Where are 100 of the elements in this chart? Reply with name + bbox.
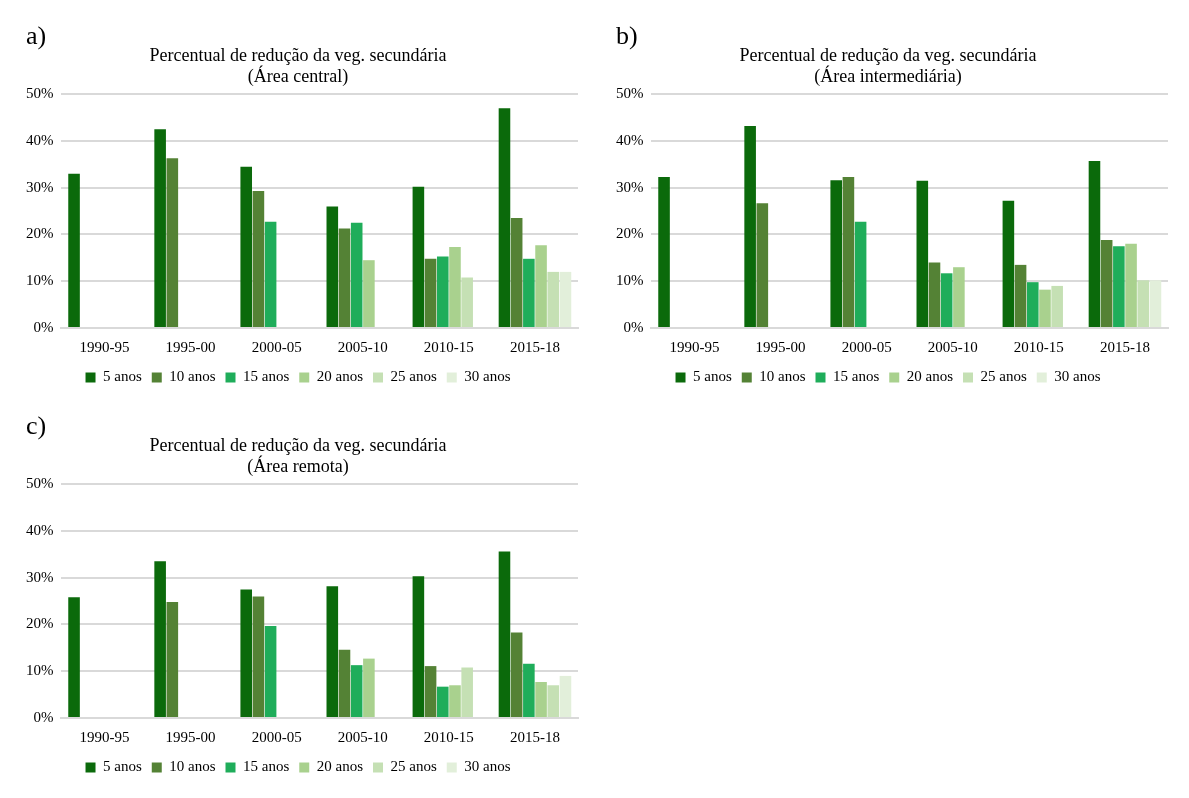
legend-label: 30 anos xyxy=(464,368,511,385)
y-tick-label: 40% xyxy=(616,131,644,148)
bar xyxy=(1002,200,1015,327)
x-tick-label: 2015-18 xyxy=(1099,338,1150,355)
y-tick-label: 50% xyxy=(26,475,54,492)
bar xyxy=(830,180,843,327)
bar xyxy=(744,126,756,327)
bar xyxy=(412,186,425,327)
y-tick-label: 0% xyxy=(33,318,54,335)
bar xyxy=(154,129,166,327)
x-tick-label: 2010-15 xyxy=(1013,338,1064,355)
bar xyxy=(436,256,449,327)
bar xyxy=(461,277,473,327)
chart-title: Percentual de redução da veg. secundária xyxy=(149,434,447,455)
bar xyxy=(350,222,363,327)
bar xyxy=(1026,282,1039,327)
bar xyxy=(1051,285,1063,327)
text: c) xyxy=(26,411,47,441)
bar xyxy=(240,589,253,717)
legend-label: 25 anos xyxy=(390,368,437,385)
bar xyxy=(264,625,277,717)
bar xyxy=(854,221,867,327)
x-tick-label: 1995-00 xyxy=(165,728,216,745)
bar xyxy=(535,682,547,717)
legend-label: 5 anos xyxy=(693,368,732,385)
bar xyxy=(658,176,670,327)
y-tick-label: 10% xyxy=(26,662,54,679)
bar xyxy=(842,176,855,327)
x-tick-label: 2005-10 xyxy=(337,338,388,355)
bar xyxy=(166,602,179,717)
chart-title: Percentual de redução da veg. secundária xyxy=(149,44,447,65)
bar xyxy=(252,596,265,717)
bar xyxy=(498,108,511,327)
y-tick-label: 10% xyxy=(26,272,54,289)
y-tick-label: 0% xyxy=(623,318,644,335)
x-tick-label: 2015-18 xyxy=(509,728,560,745)
bar xyxy=(166,158,179,327)
legend-label: 20 anos xyxy=(316,368,364,385)
text: a) xyxy=(26,21,47,51)
bar xyxy=(461,667,473,717)
bar xyxy=(424,258,437,327)
bar xyxy=(1088,161,1101,327)
chart-subtitle: (Área remota) xyxy=(247,455,349,478)
bar xyxy=(154,561,166,717)
chart-title: Percentual de redução da veg. secundária xyxy=(739,44,1037,65)
x-tick-label: 2010-15 xyxy=(423,338,474,355)
bar xyxy=(363,658,375,717)
x-tick-label: 2000-05 xyxy=(251,728,302,745)
legend-label: 5 anos xyxy=(103,368,142,385)
bar xyxy=(338,649,351,717)
y-tick-label: 50% xyxy=(616,85,644,102)
bar xyxy=(928,262,941,327)
bar xyxy=(1125,243,1137,327)
bar xyxy=(240,166,253,327)
x-tick-label: 1990-95 xyxy=(79,728,130,745)
bar xyxy=(338,228,351,327)
bar xyxy=(449,685,461,717)
x-tick-label: 1990-95 xyxy=(669,338,720,355)
bar xyxy=(1014,264,1027,327)
y-tick-label: 10% xyxy=(616,272,644,289)
y-tick-label: 30% xyxy=(616,178,644,195)
legend-label: 5 anos xyxy=(103,758,142,775)
bar xyxy=(547,271,560,327)
legend-label: 15 anos xyxy=(833,368,880,385)
bar xyxy=(535,245,547,327)
y-tick-label: 40% xyxy=(26,521,54,538)
bar xyxy=(953,267,965,327)
y-tick-label: 30% xyxy=(26,178,54,195)
y-tick-label: 40% xyxy=(26,131,54,148)
legend-label: 10 anos xyxy=(759,368,806,385)
y-tick-label: 20% xyxy=(26,225,54,242)
x-tick-label: 2010-15 xyxy=(423,728,474,745)
bar xyxy=(916,180,929,327)
bar xyxy=(547,685,560,717)
text: b) xyxy=(616,21,638,51)
legend-label: 20 anos xyxy=(906,368,954,385)
bar xyxy=(498,551,511,717)
legend-label: 25 anos xyxy=(980,368,1027,385)
x-tick-label: 2000-05 xyxy=(251,338,302,355)
y-tick-label: 0% xyxy=(33,708,54,725)
bar xyxy=(523,663,535,717)
y-tick-label: 30% xyxy=(26,568,54,585)
chart-subtitle: (Área intermediária) xyxy=(814,65,962,88)
bar xyxy=(940,273,953,327)
x-tick-label: 2005-10 xyxy=(337,728,388,745)
chart-subtitle: (Área central) xyxy=(247,65,349,88)
bar xyxy=(449,247,461,327)
bar xyxy=(510,218,523,327)
bar xyxy=(363,260,375,327)
y-tick-label: 20% xyxy=(26,615,54,632)
bar xyxy=(523,258,535,327)
bar xyxy=(1137,280,1150,327)
bar xyxy=(559,271,572,327)
bar xyxy=(350,665,363,717)
bar xyxy=(326,586,339,717)
bar xyxy=(1039,289,1051,327)
legend-label: 30 anos xyxy=(464,758,511,775)
legend-label: 15 anos xyxy=(243,758,290,775)
bar xyxy=(326,206,339,327)
legend-label: 15 anos xyxy=(243,368,290,385)
